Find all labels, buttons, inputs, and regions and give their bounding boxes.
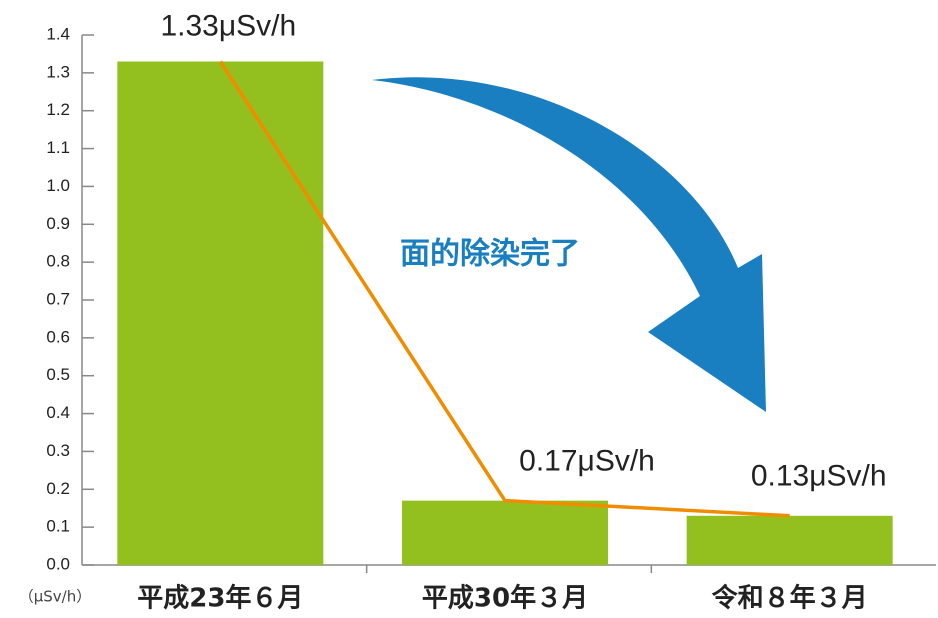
y-tick-label: 0.6 [46,327,70,346]
bar [686,515,893,565]
y-tick-label: 1.2 [46,100,70,119]
decrease-arrow [372,77,766,412]
y-tick-label: 0.2 [46,479,70,498]
x-tick-label: 平成23年６月 [137,583,303,614]
y-tick-label: 0.0 [46,554,70,573]
value-label: 0.17μSv/h [519,445,655,478]
value-label: 0.13μSv/h [751,460,887,493]
bar [117,61,324,565]
y-tick-label: 0.7 [46,289,70,308]
bar [402,500,608,565]
x-tick-label: 平成30年３月 [422,583,588,614]
y-tick-label: 0.1 [46,517,70,536]
annotation: 面的除染完了 [400,237,580,272]
y-tick-label: 0.9 [46,214,70,233]
y-tick-label: 0.4 [46,403,70,422]
y-tick-label: 1.0 [46,176,70,195]
y-tick-label: 1.1 [46,138,70,157]
y-tick-label: 0.5 [46,365,70,384]
value-label: 1.33μSv/h [160,9,296,42]
y-axis-label: （μSv/h） [19,588,92,606]
y-tick-label: 1.4 [46,24,70,43]
y-tick-label: 1.3 [46,62,70,81]
y-tick-label: 0.3 [46,441,70,460]
x-tick-label: 令和８年３月 [712,583,868,614]
trend-line [218,60,790,518]
y-tick-label: 0.8 [46,252,70,271]
